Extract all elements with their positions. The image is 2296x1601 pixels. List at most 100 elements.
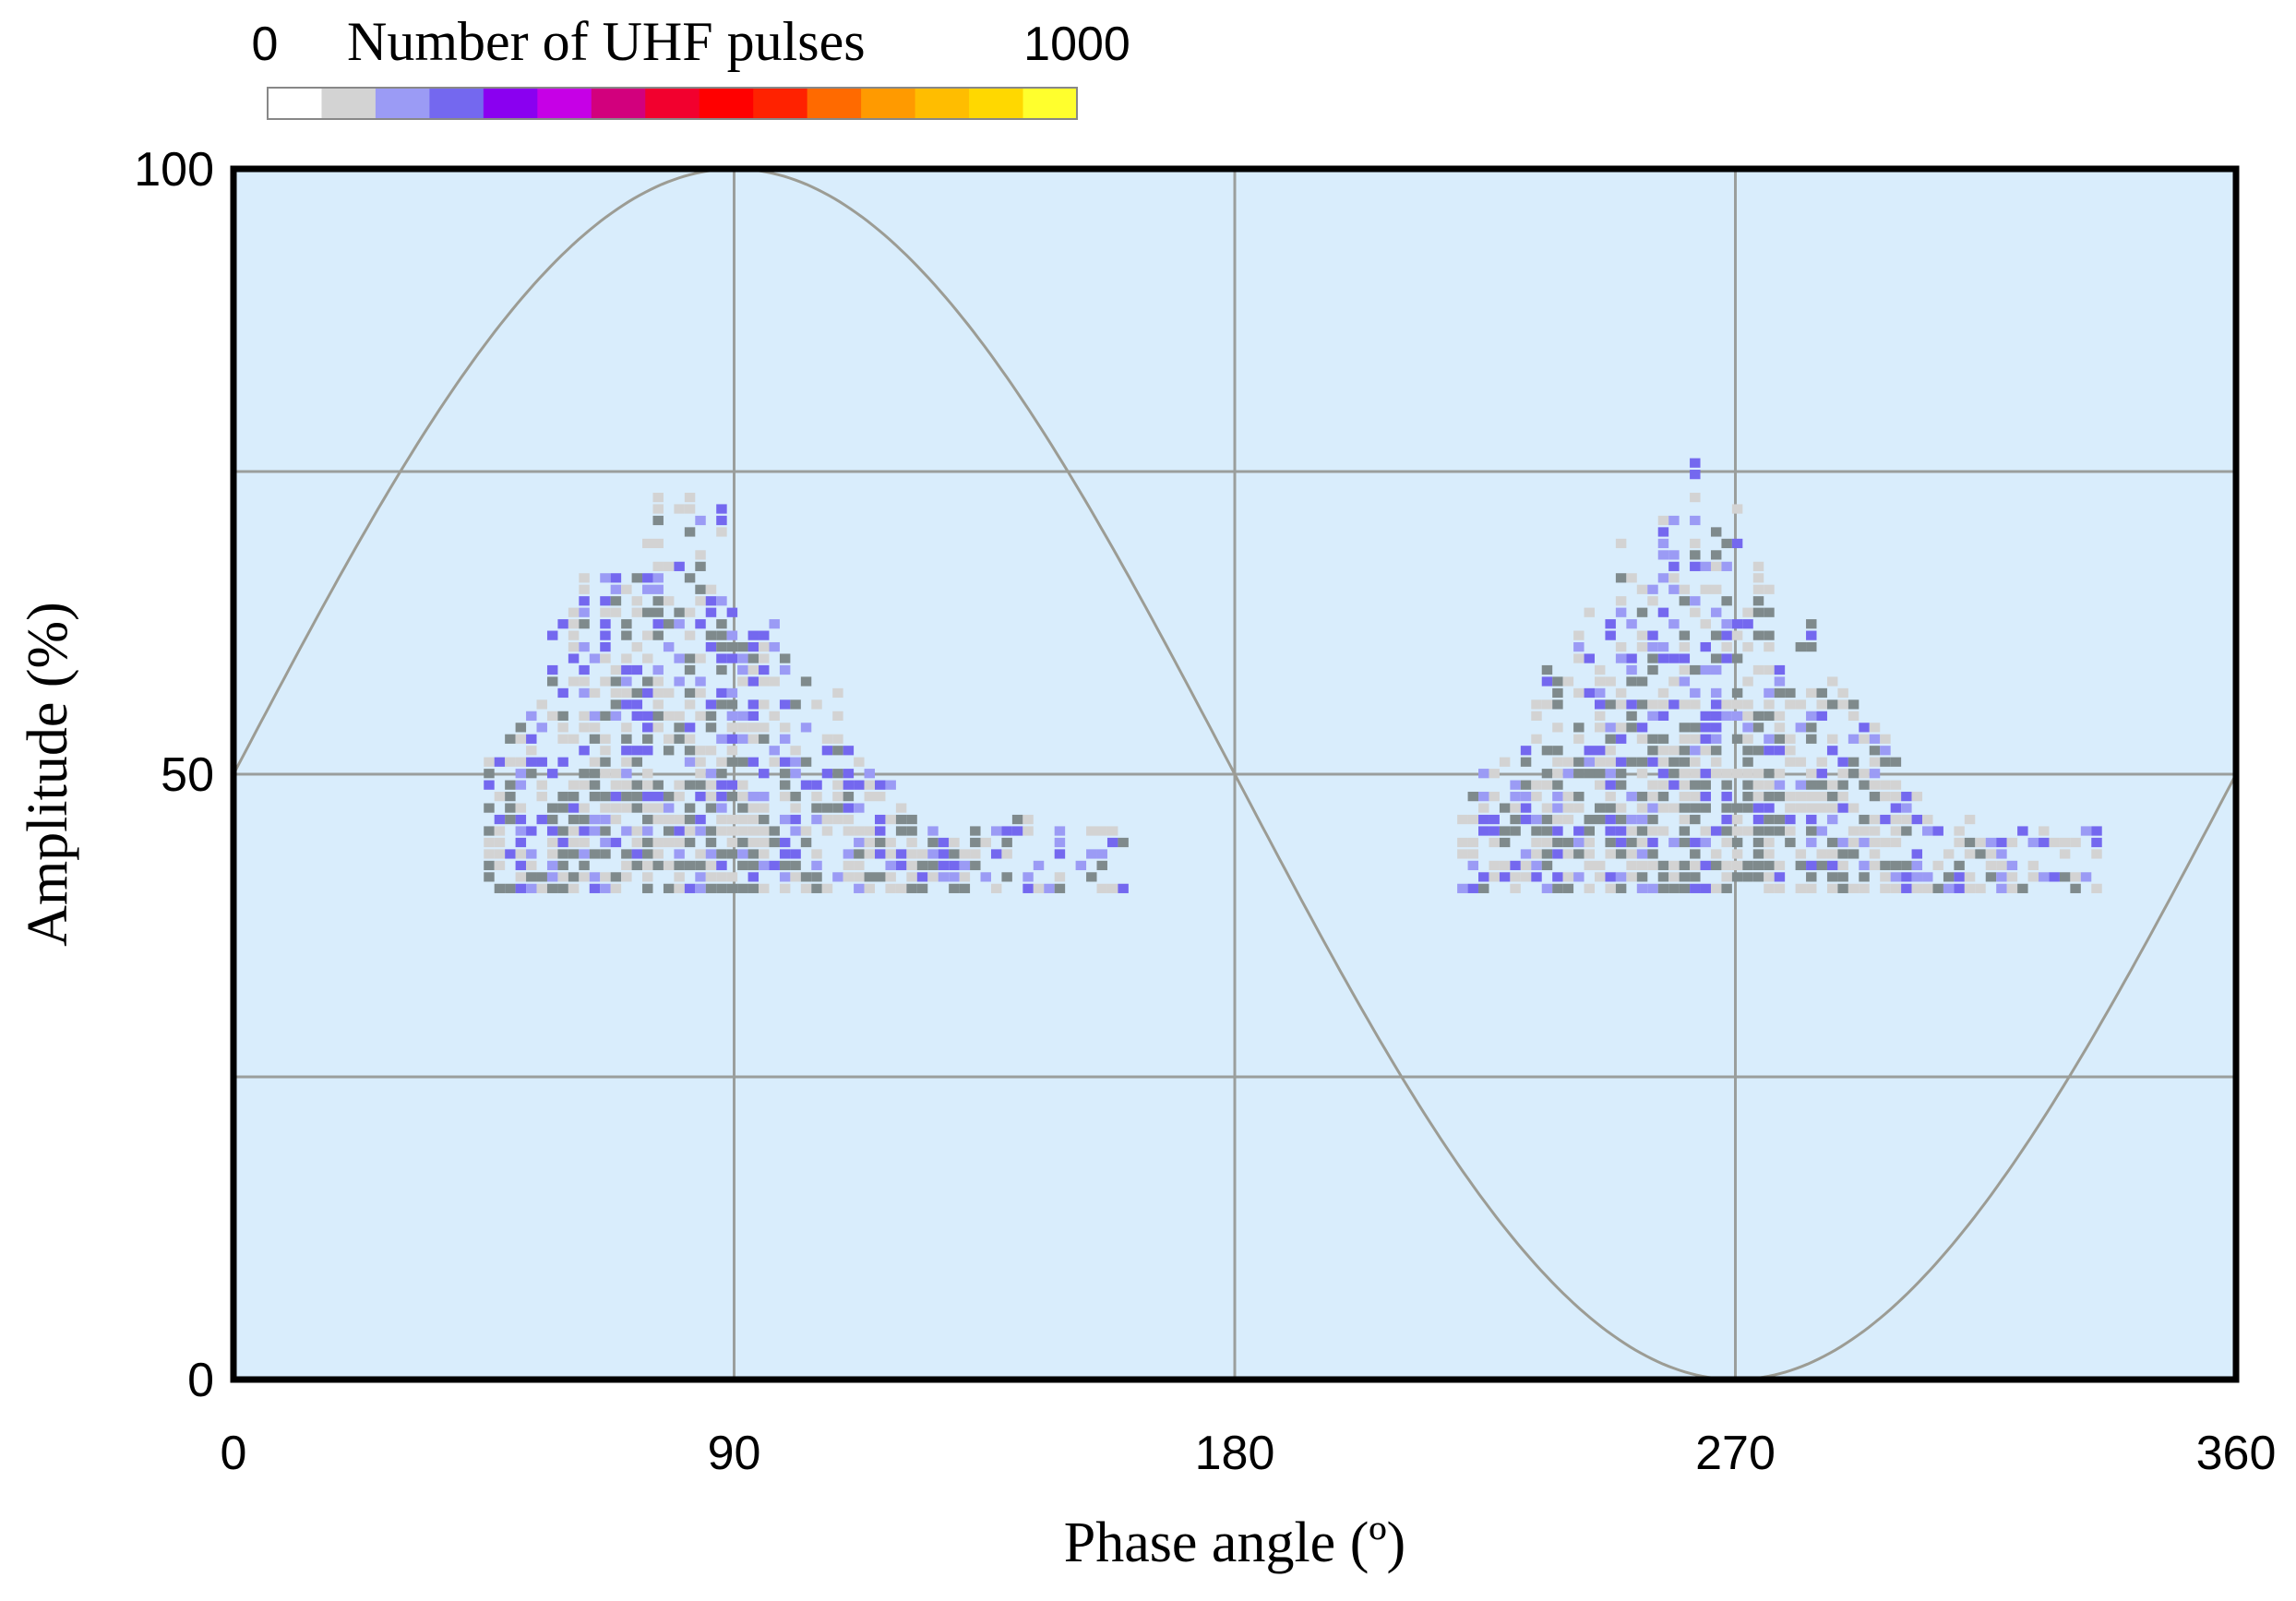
density-cell [821, 769, 833, 779]
density-cell [843, 769, 855, 779]
density-cell [589, 814, 601, 825]
density-cell [1764, 826, 1775, 836]
density-cell [1721, 699, 1732, 710]
density-cell [705, 711, 717, 721]
density-cell [610, 573, 622, 583]
density-cell [875, 872, 886, 882]
density-cell [1859, 769, 1870, 779]
density-cell [515, 734, 527, 744]
density-cell [652, 723, 664, 733]
density-cell [642, 792, 653, 802]
density-cell [579, 676, 590, 687]
density-cell [1859, 734, 1870, 744]
density-cell [737, 723, 748, 733]
density-cell [610, 664, 622, 675]
density-cell [790, 826, 801, 836]
density-cell [1636, 641, 1648, 652]
density-cell [1710, 757, 1722, 767]
density-cell [1742, 619, 1753, 629]
density-cell [1541, 883, 1553, 893]
density-cell [1943, 849, 1955, 859]
density-cell [557, 687, 568, 699]
density-cell [1615, 826, 1627, 836]
density-cell [1795, 757, 1807, 767]
density-cell [2049, 872, 2060, 882]
density-cell [589, 653, 601, 663]
density-cell [970, 860, 981, 871]
density-cell [1964, 872, 1976, 882]
density-cell [1752, 584, 1764, 594]
density-cell [1848, 837, 1860, 848]
density-cell [589, 792, 601, 802]
density-cell [726, 826, 738, 836]
density-cell [716, 504, 727, 514]
density-cell [1478, 792, 1489, 802]
density-cell [1668, 872, 1680, 882]
density-cell [579, 723, 590, 733]
density-cell [895, 803, 907, 813]
density-cell [1657, 883, 1669, 893]
density-cell [759, 653, 770, 663]
density-cell [1922, 814, 1933, 825]
density-cell [621, 584, 632, 594]
density-cell [1710, 769, 1722, 779]
density-cell [1700, 641, 1711, 652]
colorbar-segment [969, 88, 1024, 119]
density-cell [1837, 872, 1848, 882]
density-cell [1690, 687, 1701, 699]
density-cell [1869, 837, 1881, 848]
density-cell [684, 826, 696, 836]
density-cell [1785, 814, 1796, 825]
density-cell [1626, 664, 1637, 675]
density-cell [1001, 849, 1012, 859]
density-cell [546, 630, 558, 640]
density-cell [600, 596, 611, 606]
density-cell [631, 860, 643, 871]
density-cell [864, 780, 876, 790]
density-cell [1510, 826, 1521, 836]
density-cell [1764, 803, 1775, 813]
density-cell [484, 860, 495, 871]
density-cell [832, 780, 843, 790]
density-cell [1869, 723, 1881, 733]
density-cell [1742, 826, 1753, 836]
density-cell [1478, 803, 1489, 813]
density-cell [1764, 814, 1775, 825]
density-cell [1615, 641, 1627, 652]
density-cell [843, 826, 855, 836]
density-cell [1806, 711, 1817, 721]
density-cell [737, 860, 748, 871]
density-cell [1710, 699, 1722, 710]
density-cell [1510, 792, 1521, 802]
density-cell [1573, 803, 1584, 813]
density-cell [1742, 699, 1753, 710]
density-cell [1636, 769, 1648, 779]
density-cell [1647, 837, 1658, 848]
density-cell [726, 883, 738, 893]
density-cell [1552, 699, 1563, 710]
density-cell [949, 860, 960, 871]
density-cell [1647, 826, 1658, 836]
density-cell [1679, 837, 1691, 848]
density-cell [1710, 826, 1722, 836]
density-cell [1869, 780, 1881, 790]
density-cell [1531, 826, 1542, 836]
density-cell [674, 676, 685, 687]
density-cell [1806, 803, 1817, 813]
density-cell [1594, 723, 1606, 733]
density-cell [579, 607, 590, 617]
density-cell [779, 734, 791, 744]
density-cell [1668, 573, 1680, 583]
density-cell [726, 653, 738, 663]
density-cell [1774, 814, 1786, 825]
density-cell [1647, 653, 1658, 663]
density-cell [705, 849, 717, 859]
density-cell [1679, 699, 1691, 710]
density-cell [546, 814, 558, 825]
density-cell [980, 837, 991, 848]
density-cell [1636, 883, 1648, 893]
density-cell [1731, 860, 1743, 871]
density-cell [1890, 803, 1902, 813]
density-cell [1594, 699, 1606, 710]
density-cell [906, 814, 917, 825]
